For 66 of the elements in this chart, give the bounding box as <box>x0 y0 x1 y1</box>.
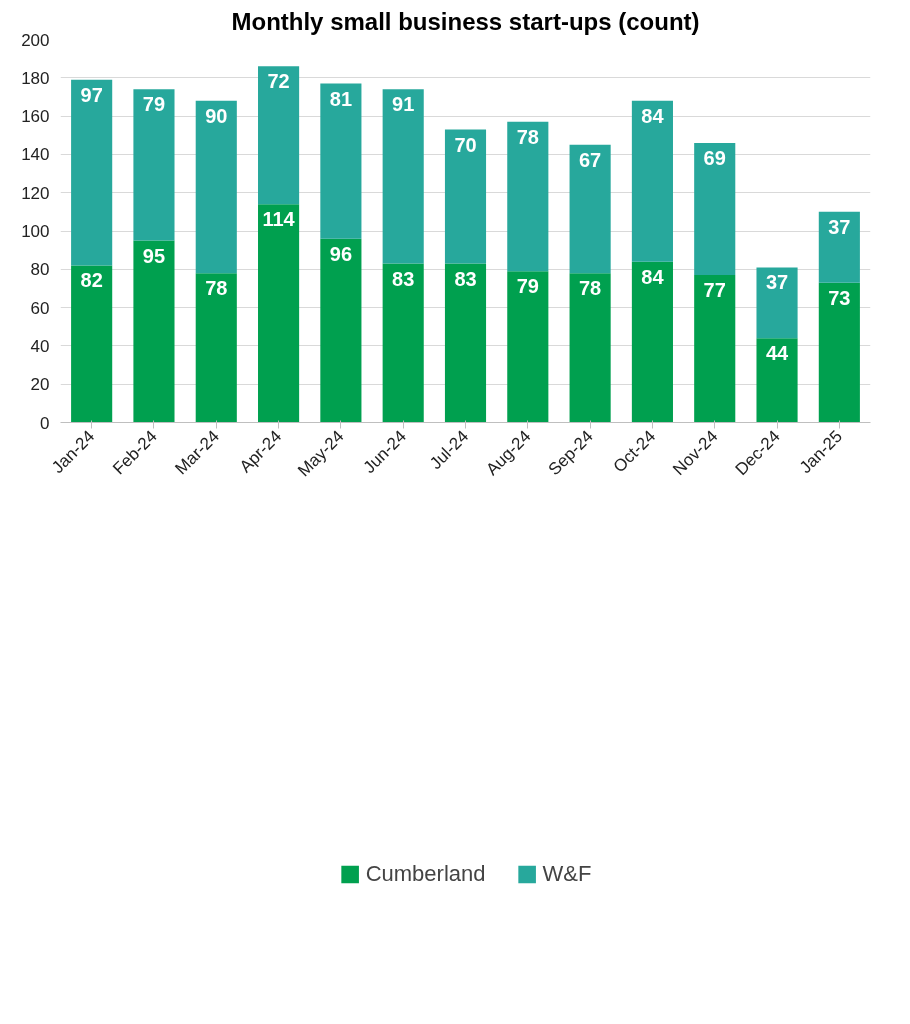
data-label: 78 <box>578 277 602 300</box>
y-tick-label: 20 <box>30 375 50 395</box>
y-tick-label: 80 <box>30 260 50 280</box>
bar <box>195 273 237 423</box>
data-label: 78 <box>516 125 539 148</box>
y-tick-label: 120 <box>21 183 50 203</box>
data-label: 37 <box>828 215 851 238</box>
y-tick-label: 160 <box>21 107 50 127</box>
bar <box>444 129 487 264</box>
bar <box>320 83 362 239</box>
bar <box>382 263 424 423</box>
data-label: 95 <box>142 244 166 267</box>
bar <box>756 267 798 339</box>
y-tick-label: 60 <box>30 298 50 318</box>
data-label: 37 <box>765 271 789 294</box>
data-label: 97 <box>80 83 103 106</box>
data-label: 70 <box>454 133 477 156</box>
bar <box>195 100 237 274</box>
data-label: 79 <box>142 93 166 116</box>
data-label: 44 <box>765 342 790 365</box>
bar <box>818 211 860 283</box>
data-label: 82 <box>80 269 103 292</box>
data-label: 78 <box>205 277 228 300</box>
data-label: 79 <box>516 275 539 298</box>
y-tick-label: 0 <box>40 413 50 433</box>
data-label: 114 <box>262 208 296 231</box>
bar <box>694 142 736 276</box>
data-label: 90 <box>205 104 228 127</box>
bar <box>133 89 175 241</box>
bar <box>507 271 549 423</box>
bar <box>756 338 798 423</box>
data-label: 72 <box>267 70 290 93</box>
legend-label: W&F <box>542 860 592 887</box>
bar <box>382 89 424 264</box>
data-label: 84 <box>641 104 665 127</box>
bar <box>631 261 673 423</box>
data-label: 67 <box>578 148 602 171</box>
chart-title: Monthly small business start-ups (count) <box>231 7 700 35</box>
data-label: 69 <box>703 146 726 169</box>
y-tick-label: 200 <box>21 30 50 50</box>
bar <box>258 204 300 423</box>
y-tick-label: 100 <box>21 222 50 241</box>
bar <box>569 273 611 423</box>
data-label: 96 <box>329 242 353 265</box>
bar <box>71 265 113 423</box>
y-tick-label: 40 <box>30 336 50 356</box>
bar <box>133 240 175 423</box>
bar <box>631 100 673 262</box>
bar <box>444 263 487 423</box>
y-tick-label: 140 <box>21 145 50 165</box>
bar <box>694 275 736 423</box>
data-label: 81 <box>329 87 353 110</box>
data-label: 83 <box>454 267 477 290</box>
bar <box>569 144 611 274</box>
bar <box>320 238 362 423</box>
y-tick-label: 180 <box>21 68 50 88</box>
bar <box>258 66 300 205</box>
bar <box>507 121 549 272</box>
data-label: 77 <box>703 279 726 302</box>
data-label: 73 <box>828 286 851 309</box>
bar <box>71 79 113 266</box>
data-label: 83 <box>392 267 415 290</box>
data-label: 91 <box>392 93 415 116</box>
data-label: 84 <box>641 265 665 288</box>
legend-label: Cumberland <box>365 860 486 887</box>
bar <box>818 282 860 423</box>
